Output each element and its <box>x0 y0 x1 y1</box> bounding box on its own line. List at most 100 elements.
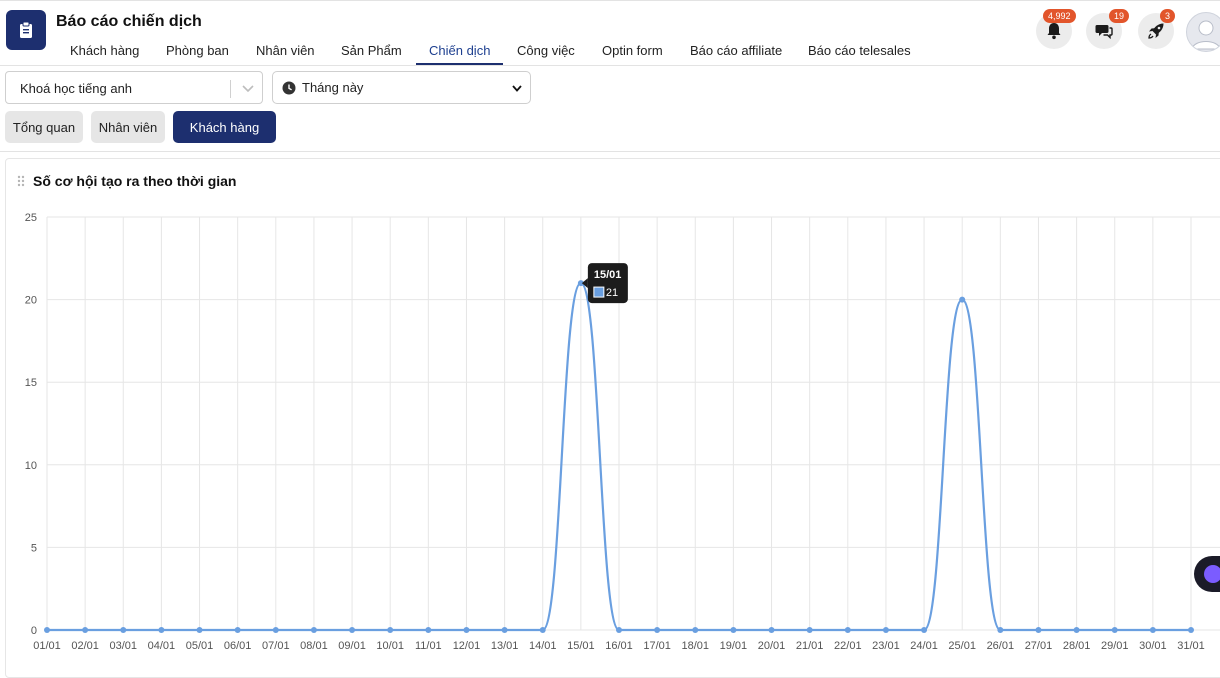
chat-widget-button[interactable] <box>1194 556 1220 592</box>
x-tick-label: 14/01 <box>529 640 557 652</box>
clipboard-icon[interactable] <box>6 10 46 50</box>
x-tick-label: 18/01 <box>682 640 710 652</box>
data-point <box>577 280 584 287</box>
app-header: Báo cáo chiến dịch Khách hàng Phòng ban … <box>0 0 1220 66</box>
data-point <box>234 627 241 633</box>
notifications-badge: 4,992 <box>1043 9 1076 23</box>
notifications-button[interactable]: 4,992 <box>1036 9 1076 49</box>
x-tick-label: 23/01 <box>872 640 900 652</box>
y-tick-label: 0 <box>31 625 37 637</box>
tab-khach-hang-view[interactable]: Khách hàng <box>173 111 276 143</box>
x-tick-label: 16/01 <box>605 640 633 652</box>
x-tick-label: 25/01 <box>948 640 976 652</box>
data-point <box>387 627 394 633</box>
x-tick-label: 06/01 <box>224 640 252 652</box>
tab-nhan-vien[interactable]: Nhân viên <box>256 43 315 58</box>
data-point <box>501 627 508 633</box>
data-point <box>959 296 966 303</box>
x-tick-label: 20/01 <box>758 640 786 652</box>
updates-badge: 3 <box>1160 9 1176 23</box>
data-point <box>1188 627 1194 633</box>
x-tick-label: 28/01 <box>1063 640 1091 652</box>
tab-optin-form[interactable]: Optin form <box>602 43 663 58</box>
bot-icon <box>1204 565 1220 583</box>
y-tick-label: 5 <box>31 542 37 554</box>
x-tick-label: 05/01 <box>186 640 214 652</box>
period-select-value: Tháng này <box>302 80 364 95</box>
x-tick-label: 08/01 <box>300 640 328 652</box>
x-tick-label: 11/01 <box>415 640 442 652</box>
active-tab-indicator <box>416 63 503 65</box>
section-divider <box>0 151 1220 152</box>
x-tick-label: 02/01 <box>71 640 99 652</box>
data-point <box>463 627 470 633</box>
x-tick-label: 31/01 <box>1177 640 1205 652</box>
chart-title: Số cơ hội tạo ra theo thời gian <box>33 173 237 189</box>
tab-chien-dich[interactable]: Chiến dịch <box>429 43 491 58</box>
tab-tong-quan[interactable]: Tổng quan <box>5 111 83 143</box>
x-tick-label: 04/01 <box>148 640 176 652</box>
messages-button[interactable]: 19 <box>1086 9 1130 49</box>
data-point <box>730 627 737 633</box>
data-point <box>272 627 279 633</box>
data-point <box>120 627 127 633</box>
user-avatar-icon <box>1191 20 1220 50</box>
y-tick-label: 20 <box>25 295 37 307</box>
data-point <box>882 627 889 633</box>
drag-handle-icon[interactable] <box>17 175 25 187</box>
data-point <box>82 627 89 633</box>
tab-san-pham[interactable]: Sản Phẩm <box>341 43 402 58</box>
tab-khach-hang[interactable]: Khách hàng <box>70 43 140 58</box>
x-tick-label: 03/01 <box>110 640 138 652</box>
data-point <box>921 627 928 633</box>
chat-icon <box>1095 25 1113 39</box>
data-point <box>806 627 813 633</box>
chevron-down-icon <box>512 85 522 92</box>
tab-nhan-vien-view[interactable]: Nhân viên <box>91 111 165 143</box>
tab-phong-ban[interactable]: Phòng ban <box>166 43 229 58</box>
tab-cong-viec[interactable]: Công việc <box>517 43 575 58</box>
select-separator <box>230 80 231 98</box>
period-select[interactable]: Tháng này <box>272 71 531 104</box>
data-point <box>844 627 851 633</box>
chart-card <box>5 158 1220 678</box>
x-axis: 01/01 02/01 03/01 04/01 05/01 06/01 07/01 08/01… <box>33 640 1205 652</box>
x-tick-label: 29/01 <box>1101 640 1129 652</box>
data-point <box>196 627 203 633</box>
updates-button[interactable]: 3 <box>1138 9 1176 49</box>
y-tick-label: 15 <box>25 377 37 389</box>
tab-bao-cao-affiliate[interactable]: Báo cáo affiliate <box>690 43 783 58</box>
x-tick-label: 15/01 <box>567 640 595 652</box>
x-tick-label: 24/01 <box>910 640 938 652</box>
x-tick-label: 22/01 <box>834 640 862 652</box>
clock-icon <box>282 81 296 95</box>
x-tick-label: 09/01 <box>338 640 366 652</box>
chevron-down-icon <box>242 85 254 93</box>
x-tick-label: 27/01 <box>1025 640 1053 652</box>
x-tick-label: 10/01 <box>376 640 404 652</box>
course-select-value: Khoá học tiếng anh <box>20 81 133 96</box>
tooltip-arrow <box>581 278 588 289</box>
data-points <box>44 280 1194 633</box>
rocket-icon <box>1148 23 1164 39</box>
data-point <box>1111 627 1118 633</box>
tab-bao-cao-telesales[interactable]: Báo cáo telesales <box>808 43 911 58</box>
chart-tooltip: 15/01 21 <box>581 263 628 304</box>
data-point <box>997 627 1004 633</box>
x-tick-label: 07/01 <box>262 640 290 652</box>
data-point <box>349 627 356 633</box>
course-select[interactable]: Khoá học tiếng anh <box>5 71 263 104</box>
page-title: Báo cáo chiến dịch <box>56 13 202 30</box>
x-tick-label: 01/01 <box>33 640 61 652</box>
data-point <box>1035 627 1042 633</box>
data-point <box>692 627 699 633</box>
chart-grid <box>46 216 1220 631</box>
x-tick-label: 30/01 <box>1139 640 1167 652</box>
x-tick-label: 13/01 <box>491 640 519 652</box>
user-avatar[interactable] <box>1186 12 1220 52</box>
data-point <box>425 627 432 633</box>
data-point <box>158 627 165 633</box>
y-axis: 0 5 10 15 20 25 <box>25 212 37 637</box>
data-point <box>1073 627 1080 633</box>
data-point <box>1149 627 1156 633</box>
